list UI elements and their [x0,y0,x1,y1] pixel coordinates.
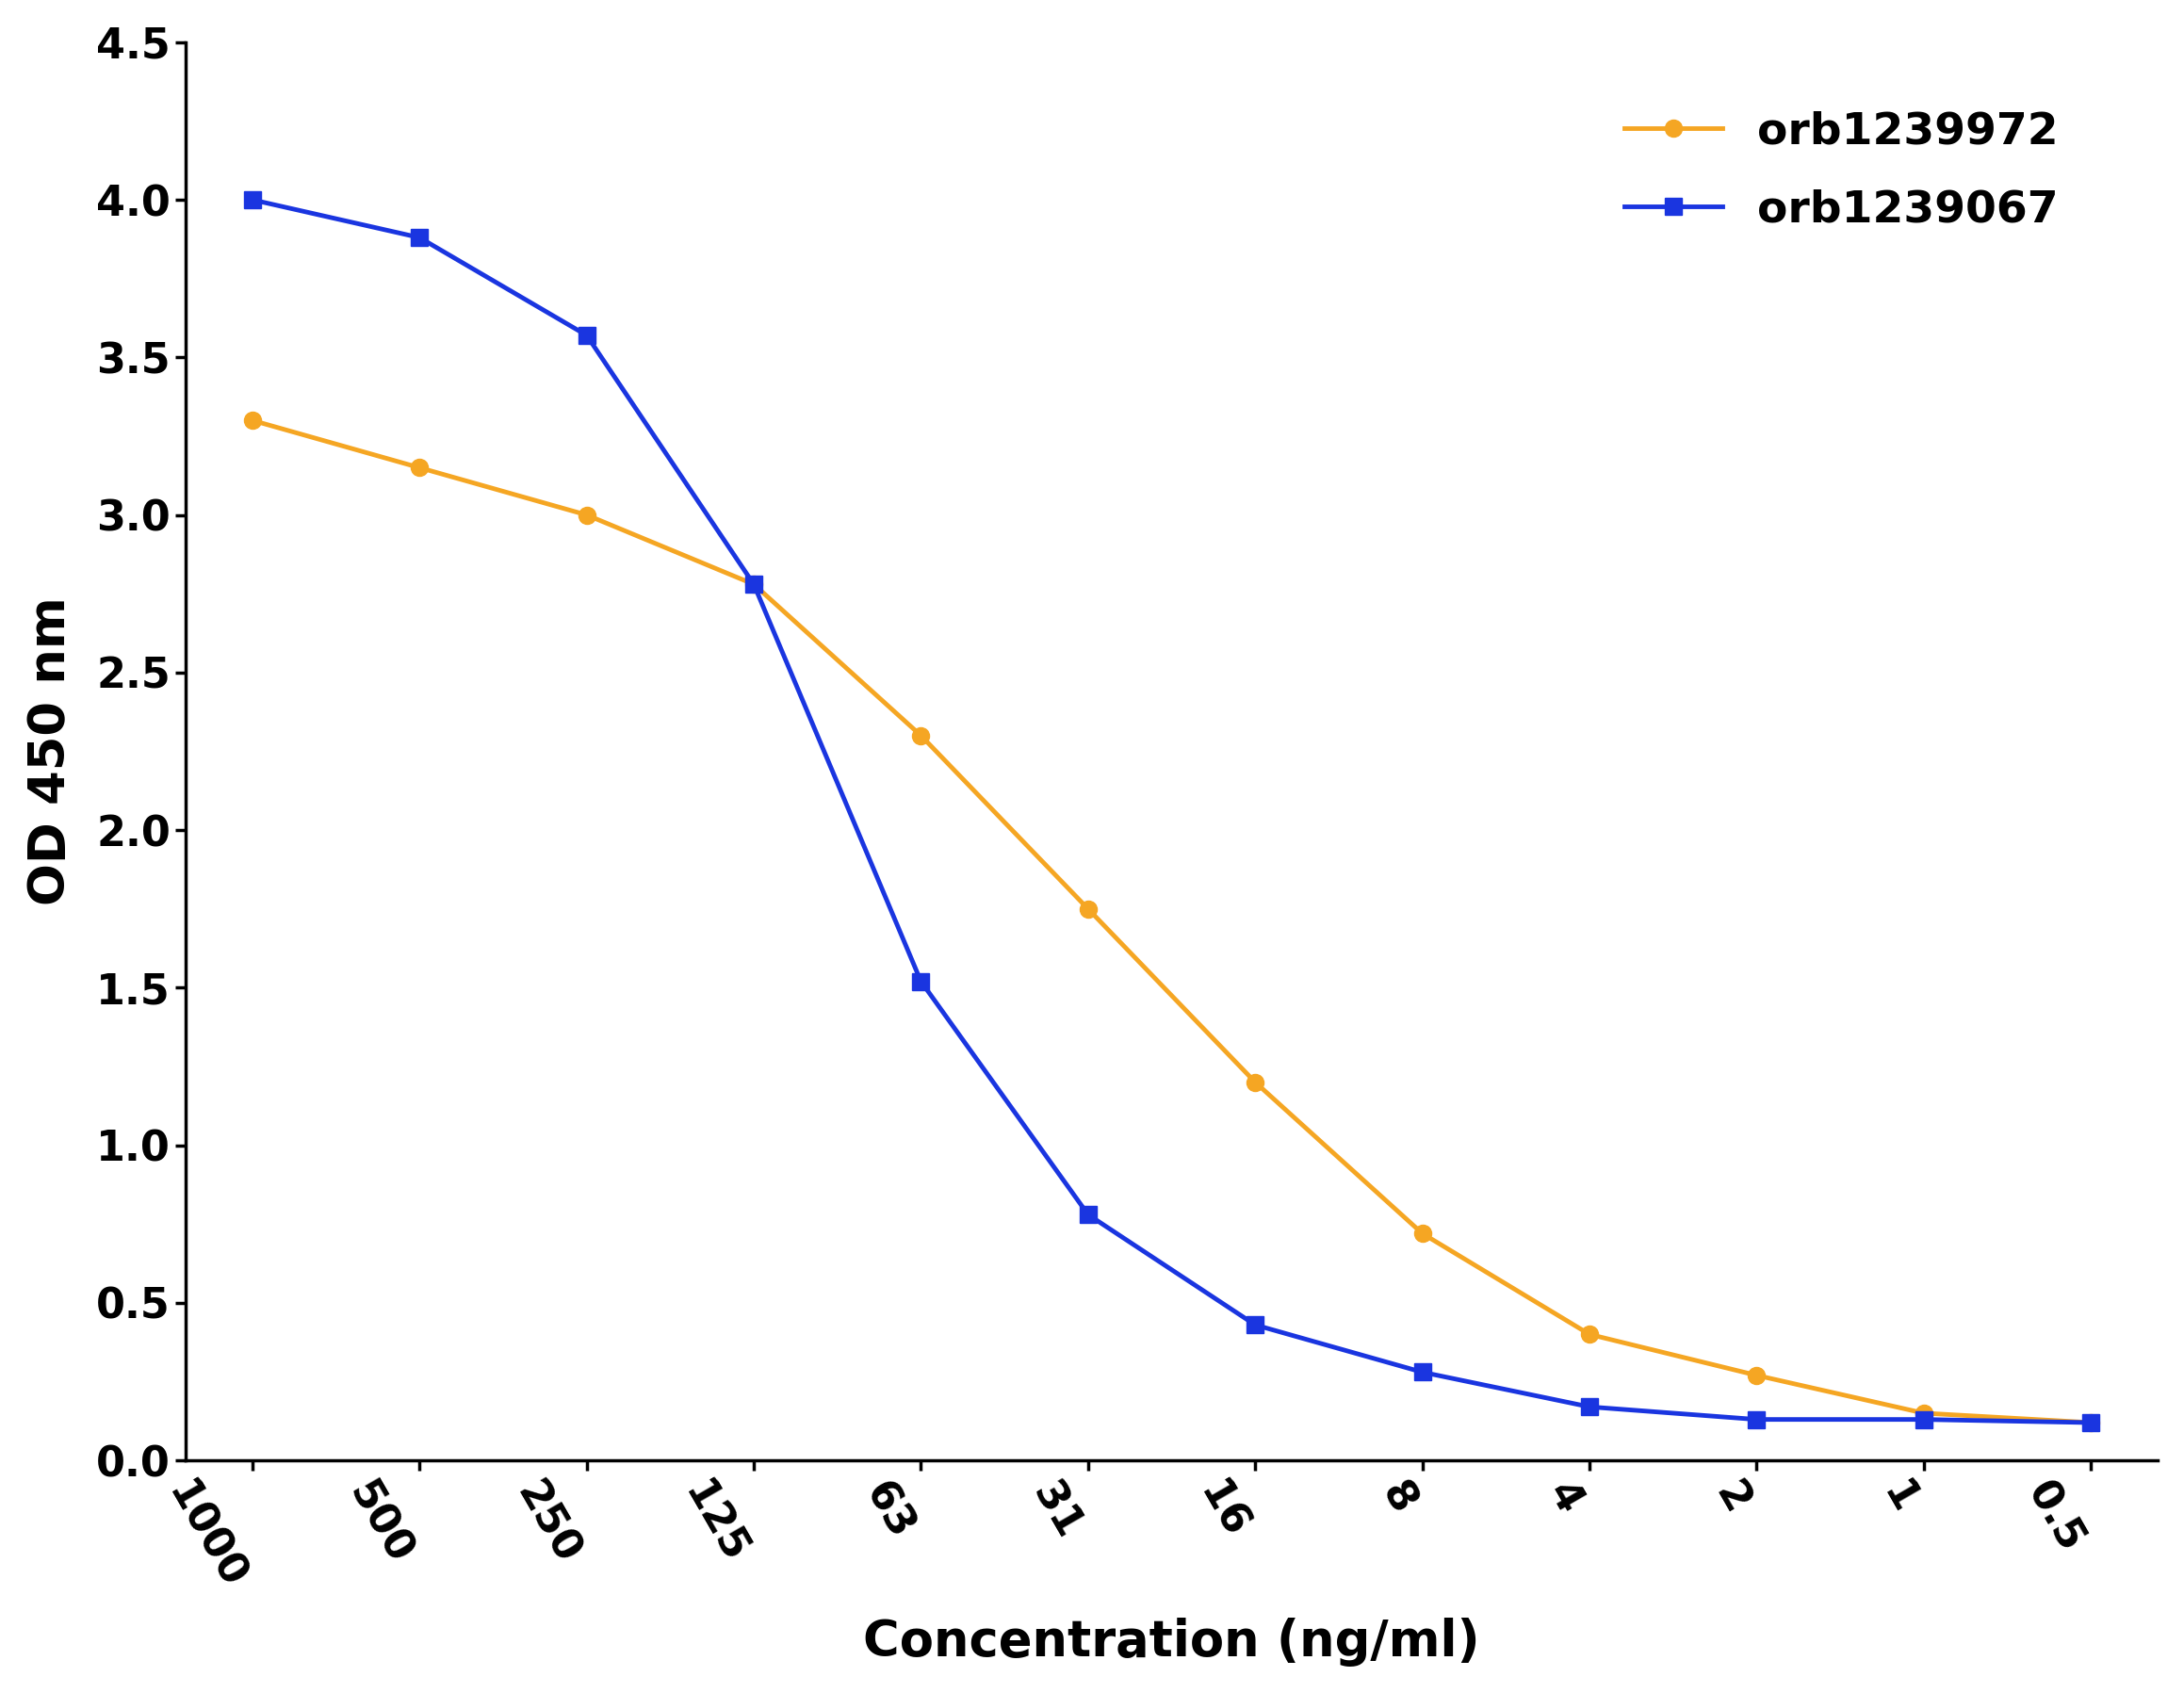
orb1239067 [1075,1204,1101,1224]
orb1239972 [1577,1324,1603,1344]
orb1239067 [1911,1409,1937,1429]
orb1239972 [240,410,266,430]
orb1239067 [1243,1315,1269,1336]
orb1239067 [2077,1412,2103,1432]
orb1239972 [406,457,432,477]
orb1239972 [740,574,767,594]
orb1239972 [1409,1224,1435,1244]
orb1239972 [1075,899,1101,919]
orb1239972 [909,725,935,745]
orb1239067 [1743,1409,1769,1429]
Line: orb1239067: orb1239067 [245,191,2099,1431]
X-axis label: Concentration (ng/ml): Concentration (ng/ml) [863,1619,1481,1668]
orb1239067 [240,190,266,210]
orb1239972 [574,505,601,525]
orb1239067 [1409,1363,1435,1383]
orb1239067 [909,972,935,992]
orb1239067 [406,227,432,247]
orb1239972 [1911,1403,1937,1424]
orb1239972 [1243,1072,1269,1092]
orb1239067 [1577,1397,1603,1417]
Legend: orb1239972, orb1239067: orb1239972, orb1239067 [1605,93,2077,249]
Line: orb1239972: orb1239972 [245,411,2099,1431]
orb1239067 [574,325,601,345]
orb1239972 [1743,1365,1769,1385]
orb1239972 [2077,1412,2103,1432]
orb1239067 [740,574,767,594]
Y-axis label: OD 450 nm: OD 450 nm [26,598,74,906]
